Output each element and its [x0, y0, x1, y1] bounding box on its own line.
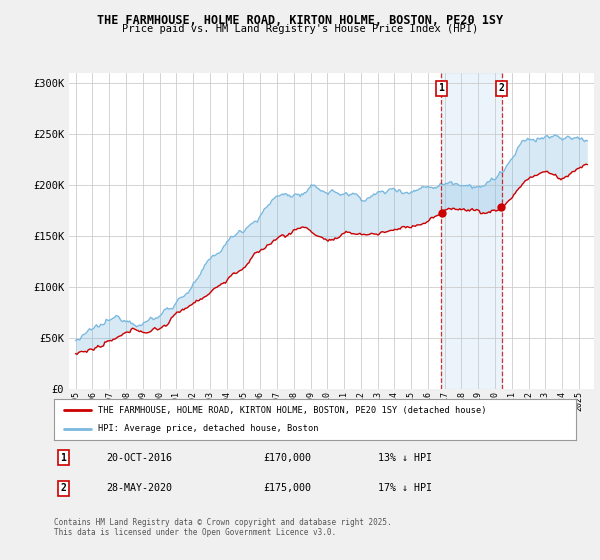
- Text: THE FARMHOUSE, HOLME ROAD, KIRTON HOLME, BOSTON, PE20 1SY (detached house): THE FARMHOUSE, HOLME ROAD, KIRTON HOLME,…: [98, 405, 487, 414]
- Text: 20-OCT-2016: 20-OCT-2016: [106, 452, 172, 463]
- Text: 2: 2: [61, 483, 67, 493]
- Text: 1: 1: [61, 452, 67, 463]
- Text: 13% ↓ HPI: 13% ↓ HPI: [377, 452, 431, 463]
- Bar: [442, 73, 502, 389]
- Text: 17% ↓ HPI: 17% ↓ HPI: [377, 483, 431, 493]
- Text: 1: 1: [439, 83, 445, 93]
- Text: HPI: Average price, detached house, Boston: HPI: Average price, detached house, Bost…: [98, 424, 319, 433]
- Text: 28-MAY-2020: 28-MAY-2020: [106, 483, 172, 493]
- Text: £175,000: £175,000: [263, 483, 311, 493]
- Text: Price paid vs. HM Land Registry's House Price Index (HPI): Price paid vs. HM Land Registry's House …: [122, 24, 478, 34]
- Text: Contains HM Land Registry data © Crown copyright and database right 2025.
This d: Contains HM Land Registry data © Crown c…: [54, 518, 392, 538]
- Text: THE FARMHOUSE, HOLME ROAD, KIRTON HOLME, BOSTON, PE20 1SY: THE FARMHOUSE, HOLME ROAD, KIRTON HOLME,…: [97, 14, 503, 27]
- Text: £170,000: £170,000: [263, 452, 311, 463]
- Text: 2: 2: [499, 83, 505, 93]
